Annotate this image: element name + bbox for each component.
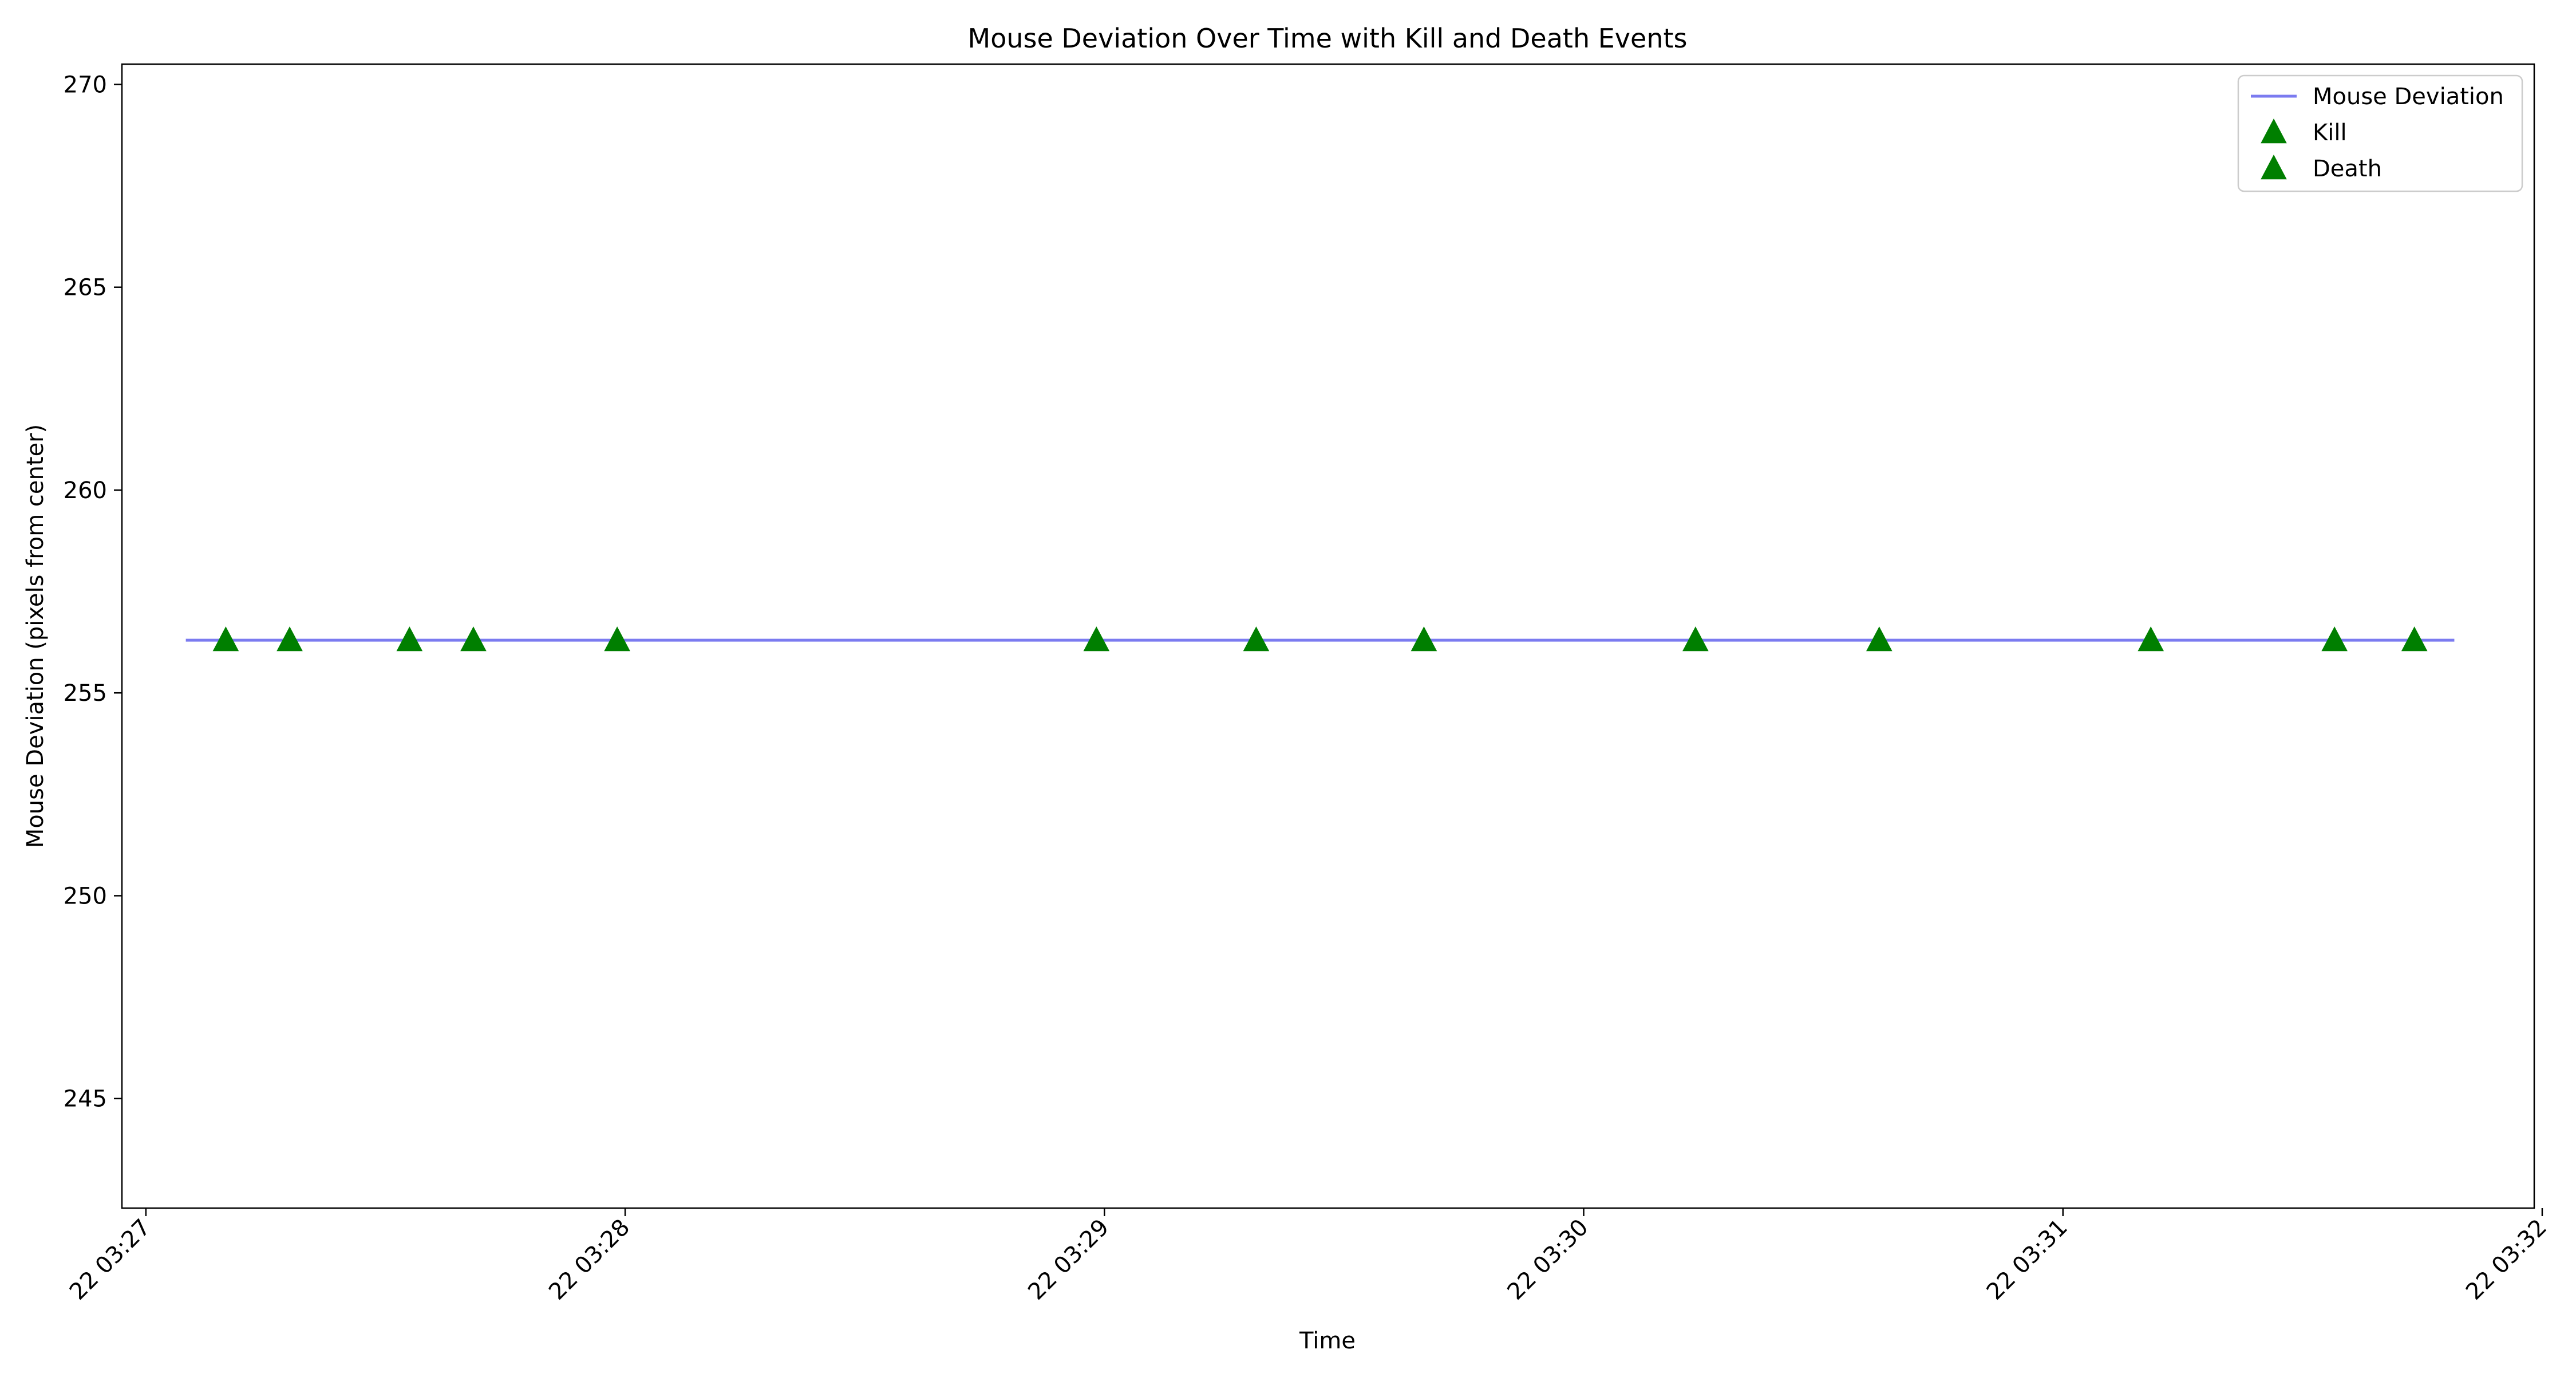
y-tick-label: 265 [64,275,107,301]
kill-marker [2321,626,2348,652]
kill-marker [1411,626,1437,652]
kill-marker [2401,626,2428,652]
legend-label-mouse-deviation: Mouse Deviation [2313,84,2504,110]
y-axis-label: Mouse Deviation (pixels from center) [22,424,49,848]
y-tick-label: 255 [64,680,107,707]
kill-marker [1243,626,1270,652]
kill-marker [2138,626,2164,652]
legend-kill-marker [2261,119,2287,144]
chart-title: Mouse Deviation Over Time with Kill and … [968,23,1688,54]
plot-area [185,626,2455,652]
kill-marker [1866,626,1893,652]
kill-marker [396,626,423,652]
x-axis-label: Time [1299,1328,1356,1354]
legend-box [2237,74,2523,192]
y-tick-label: 245 [64,1086,107,1112]
y-tick-label: 260 [64,478,107,504]
legend-label-kill: Kill [2313,120,2347,146]
kill-marker [1083,626,1110,652]
y-tick-label: 250 [64,883,107,909]
kill-marker [276,626,303,652]
kill-marker [460,626,487,652]
legend-death-marker [2261,155,2287,180]
legend: Mouse Deviation Kill Death [2237,74,2523,192]
kill-marker [1682,626,1709,652]
kill-marker [604,626,630,652]
legend-label-death: Death [2313,156,2382,182]
kill-marker [212,626,239,652]
plot-frame [121,63,2535,1209]
y-tick-label: 270 [64,72,107,98]
